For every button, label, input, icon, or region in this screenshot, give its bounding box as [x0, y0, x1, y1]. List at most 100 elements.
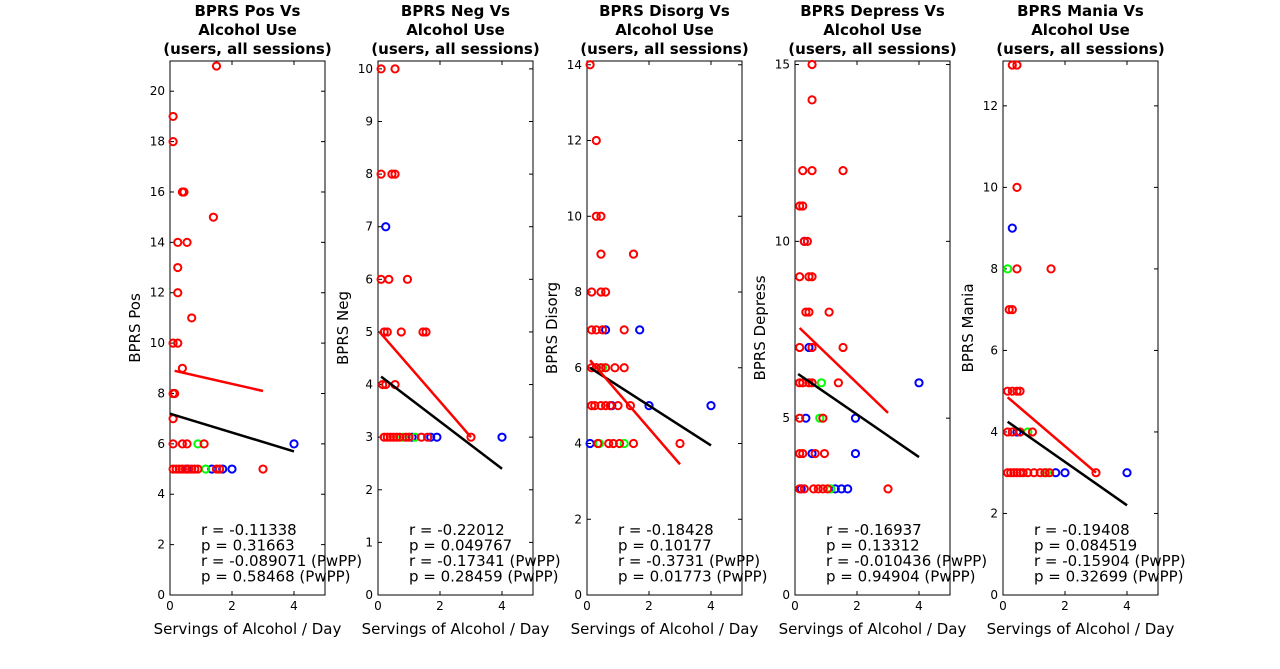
fit-line-red [798, 327, 889, 414]
data-point-red [1009, 468, 1019, 478]
stat-text: p = 0.32699 (PwPP) [1034, 568, 1184, 586]
y-tick-label: 12 [567, 134, 582, 148]
data-point-red [1018, 468, 1028, 478]
data-point-red [601, 401, 611, 411]
data-point-red [1012, 264, 1022, 274]
y-tick-label: 10 [150, 336, 165, 350]
data-point-red [807, 166, 817, 176]
data-point-blue [432, 432, 442, 442]
data-point-red [807, 59, 817, 70]
data-point-blue [804, 342, 814, 353]
stat-text: p = 0.10177 [618, 537, 712, 555]
data-point-red [258, 464, 268, 474]
data-point-red [591, 135, 601, 146]
chart-title-line: (users, all sessions) [788, 40, 956, 58]
chart-title-line: (users, all sessions) [996, 40, 1164, 58]
data-point-red [610, 363, 620, 373]
data-point-red [177, 439, 187, 449]
data-point-red [1091, 468, 1101, 478]
fit-line-black [380, 375, 503, 470]
y-axis-label: BPRS Disorg [543, 282, 561, 374]
data-point-red [401, 432, 411, 442]
data-point-red [587, 287, 597, 297]
data-point-red [418, 327, 428, 337]
x-tick-label: 0 [583, 599, 591, 613]
data-point-red [1007, 427, 1017, 437]
y-tick-label: 0 [990, 588, 998, 602]
data-point-blue [836, 484, 847, 494]
data-point-red [1003, 427, 1013, 437]
data-point-red [211, 61, 222, 71]
chart-title-line: Alcohol Use [406, 21, 505, 39]
chart-title-line: BPRS Disorg Vs [599, 2, 730, 20]
data-point-blue [914, 378, 924, 388]
data-point-red [396, 327, 406, 337]
data-point-red [596, 211, 606, 221]
y-tick-label: 0 [365, 588, 373, 602]
axes-box [377, 60, 534, 596]
data-point-red [190, 464, 200, 474]
axes-box [169, 60, 326, 596]
data-point-blue [381, 222, 391, 232]
data-point-red [801, 307, 811, 317]
y-tick-label: 0 [782, 588, 790, 602]
data-point-red [376, 64, 386, 74]
data-point-blue [807, 448, 817, 459]
data-point-blue [426, 432, 436, 442]
data-point-red [392, 432, 402, 442]
x-axis-label: Servings of Alcohol / Day [987, 620, 1175, 638]
data-point-blue [706, 401, 716, 411]
data-point-red [390, 64, 400, 74]
y-tick-label: 4 [365, 378, 373, 392]
data-point-blue [1122, 468, 1132, 478]
y-tick-label: 2 [990, 506, 998, 520]
chart-title-line: Alcohol Use [198, 21, 297, 39]
data-point-red [795, 201, 805, 211]
data-point-red [179, 187, 189, 197]
y-tick-label: 2 [365, 483, 373, 497]
data-point-red [1004, 305, 1014, 315]
data-point-red [628, 438, 639, 449]
chart-title-line: Alcohol Use [1031, 21, 1130, 39]
data-point-blue [218, 464, 228, 474]
y-tick-label: 18 [150, 135, 165, 149]
y-tick-label: 2 [157, 538, 165, 552]
y-tick-label: 7 [365, 220, 373, 234]
y-tick-label: 4 [990, 425, 998, 439]
data-point-red [173, 237, 183, 247]
data-point-green [1003, 264, 1013, 274]
x-tick-label: 0 [791, 599, 799, 613]
data-point-red [619, 363, 629, 373]
data-point-red [591, 211, 601, 221]
data-point-red [613, 401, 623, 411]
data-point-red [173, 262, 183, 273]
data-point-red [1029, 468, 1039, 478]
data-point-red [795, 272, 805, 282]
y-tick-label: 1 [365, 535, 373, 549]
data-point-red [597, 325, 608, 335]
x-tick-label: 0 [999, 599, 1007, 613]
y-axis-label: BPRS Pos [126, 293, 144, 363]
data-point-red [1040, 468, 1050, 478]
data-point-red [382, 327, 392, 337]
chart-title-line: Alcohol Use [615, 21, 714, 39]
data-point-red [378, 379, 388, 390]
data-point-blue [227, 464, 237, 474]
stat-text: r = -0.16937 [826, 521, 922, 539]
data-point-blue [1007, 223, 1017, 233]
data-point-red [619, 325, 629, 335]
data-point-red [1015, 386, 1025, 396]
chart-title-line: Alcohol Use [823, 21, 922, 39]
data-point-red [421, 327, 431, 337]
data-point-red [795, 378, 805, 388]
data-point-red [1012, 182, 1022, 192]
data-point-red [838, 166, 848, 176]
y-axis-label: BPRS Depress [751, 275, 769, 380]
data-point-red [807, 272, 817, 282]
axes-box [794, 60, 951, 596]
stat-text: r = -0.3731 (PwPP) [618, 552, 760, 570]
data-point-red [838, 342, 848, 353]
data-point-red [168, 338, 178, 348]
data-point-red [601, 363, 611, 373]
